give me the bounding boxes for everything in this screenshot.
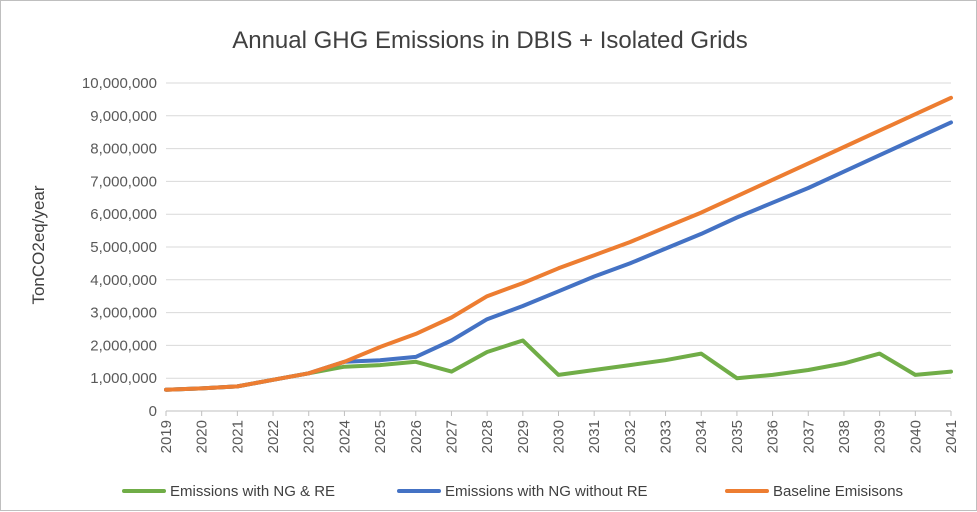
x-tick-label: 2039 (872, 420, 889, 453)
y-axis-ticks: 0 1,000,000 2,000,000 3,000,000 4,000,000 5,0… (82, 75, 157, 420)
legend: Emissions with NG & RE Emissions with NG … (122, 483, 903, 500)
x-tick-label: 2020 (194, 420, 211, 453)
x-tick-label: 2040 (907, 420, 924, 453)
x-tick-label: 2023 (301, 420, 318, 453)
x-tick-label: 2031 (586, 420, 603, 453)
y-tick-label: 8,000,000 (90, 141, 157, 158)
x-tick-label: 2025 (372, 420, 389, 453)
legend-label: Emissions with NG without RE (445, 483, 648, 500)
series-line-2 (164, 120, 953, 392)
y-tick-label: 7,000,000 (90, 173, 157, 190)
x-tick-label: 2028 (479, 420, 496, 453)
x-axis-ticks: 2019 2020 2021 2022 2023 2024 2025 2026 2027 2028… (158, 410, 960, 453)
y-tick-label: 0 (149, 403, 157, 420)
legend-label: Baseline Emisisons (773, 483, 903, 500)
x-tick-label: 2032 (622, 420, 639, 453)
y-tick-label: 3,000,000 (90, 305, 157, 322)
y-tick-label: 9,000,000 (90, 108, 157, 125)
x-tick-label: 2027 (443, 420, 460, 453)
series-lines (164, 95, 953, 392)
x-tick-label: 2037 (800, 420, 817, 453)
y-tick-label: 2,000,000 (90, 337, 157, 354)
x-tick-label: 2021 (229, 420, 246, 453)
x-tick-label: 2029 (515, 420, 532, 453)
chart-title: Annual GHG Emissions in DBIS + Isolated … (232, 27, 748, 54)
x-tick-label: 2030 (551, 420, 568, 453)
x-tick-label: 2026 (408, 420, 425, 453)
y-axis-label: TonCO2eq/year (29, 185, 48, 304)
x-tick-label: 2034 (693, 420, 710, 453)
x-tick-label: 2036 (765, 420, 782, 453)
y-tick-label: 6,000,000 (90, 206, 157, 223)
x-tick-label: 2033 (658, 420, 675, 453)
x-tick-label: 2022 (265, 420, 282, 453)
y-tick-label: 5,000,000 (90, 239, 157, 256)
series-line-1 (164, 338, 953, 392)
y-tick-label: 4,000,000 (90, 272, 157, 289)
y-tick-label: 10,000,000 (82, 75, 157, 92)
x-tick-label: 2038 (836, 420, 853, 453)
gridlines (166, 82, 951, 412)
x-tick-label: 2041 (943, 420, 960, 453)
x-tick-label: 2024 (336, 420, 353, 453)
legend-label: Emissions with NG & RE (170, 483, 335, 500)
y-tick-label: 1,000,000 (90, 370, 157, 387)
series-line-3 (164, 95, 953, 392)
x-tick-label: 2035 (729, 420, 746, 453)
x-tick-label: 2019 (158, 420, 175, 453)
